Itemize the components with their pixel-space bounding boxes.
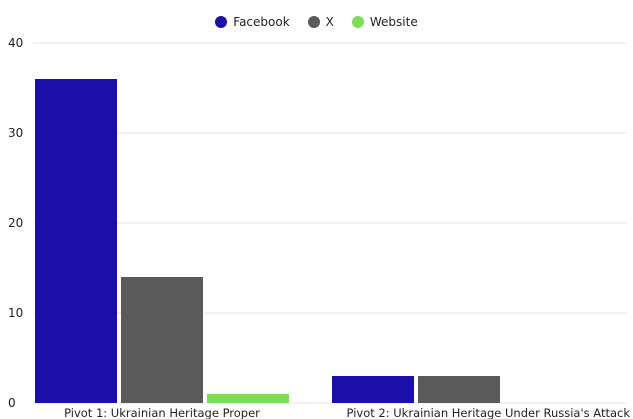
legend-item-facebook[interactable]: Facebook xyxy=(215,15,290,29)
bar-x-2[interactable] xyxy=(418,376,500,403)
y-tick-label: 30 xyxy=(8,126,23,140)
legend-label: Website xyxy=(369,15,418,29)
y-tick-label: 40 xyxy=(8,36,23,50)
bar-facebook-2[interactable] xyxy=(332,376,414,403)
legend-swatch xyxy=(215,16,228,28)
bar-x-1[interactable] xyxy=(121,277,203,403)
legend-label: Facebook xyxy=(233,15,290,29)
legend-swatch xyxy=(351,16,364,28)
x-category-label: Pivot 2: Ukrainian Heritage Under Russia… xyxy=(347,406,631,419)
legend-swatch xyxy=(307,16,320,28)
chart-legend: Facebook X Website xyxy=(0,12,633,32)
legend-label: X xyxy=(325,15,334,29)
legend-item-website[interactable]: Website xyxy=(351,15,418,29)
x-category-label: Pivot 1: Ukrainian Heritage Proper xyxy=(64,406,260,419)
bar-website-1[interactable] xyxy=(207,394,289,403)
y-tick-label: 20 xyxy=(8,216,23,230)
bar-facebook-1[interactable] xyxy=(35,79,117,403)
y-tick-label: 10 xyxy=(8,306,23,320)
legend-item-x[interactable]: X xyxy=(307,15,334,29)
y-tick-label: 0 xyxy=(8,396,16,410)
